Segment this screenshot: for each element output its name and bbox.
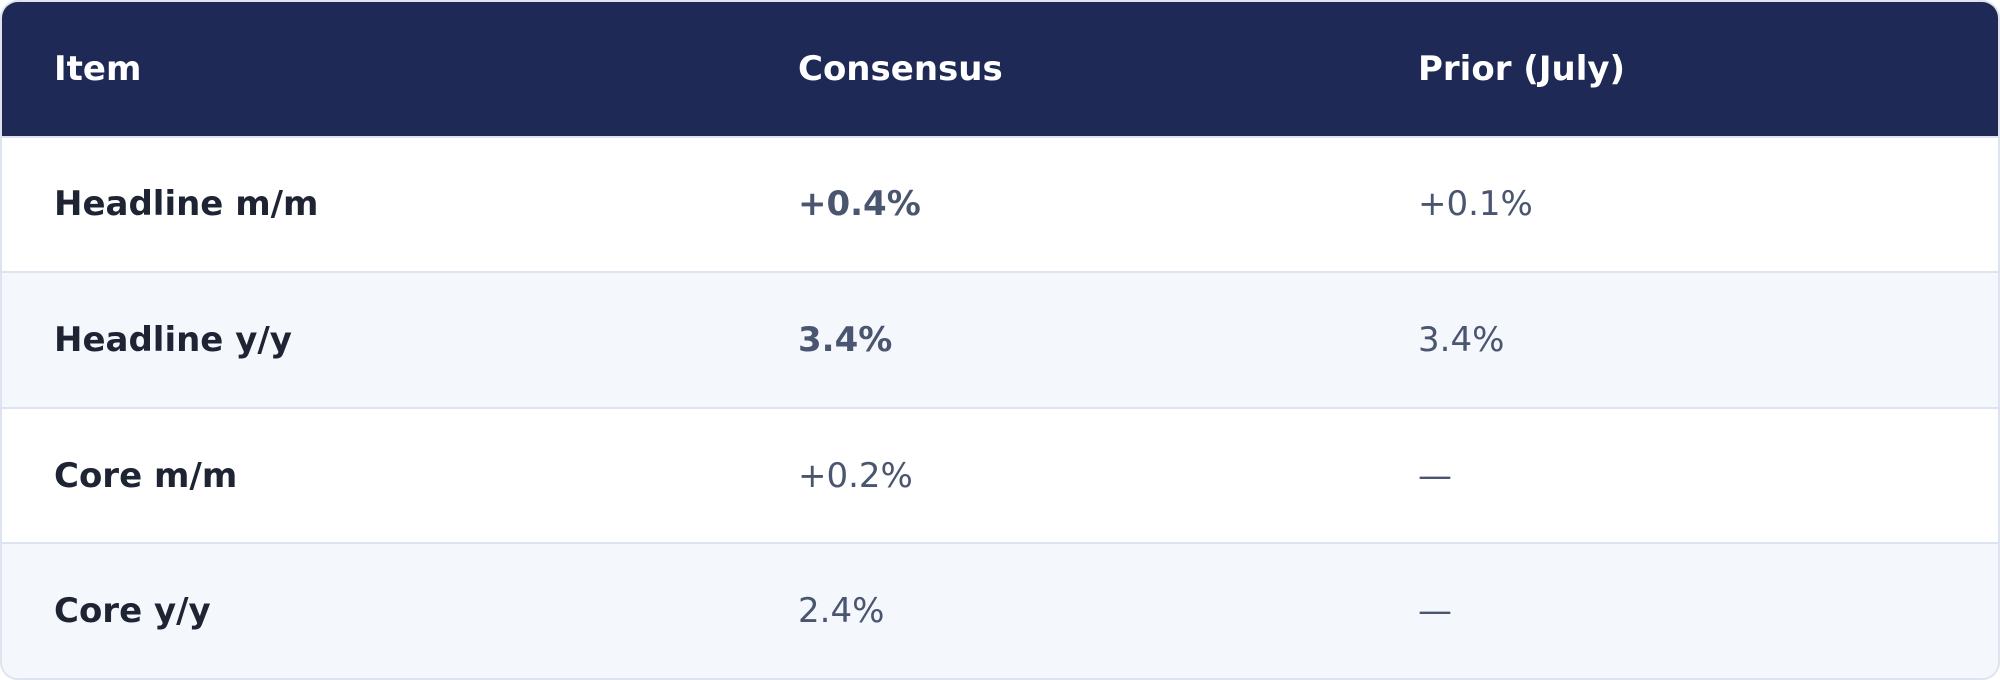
header-cell: Consensus — [798, 48, 1003, 89]
table-row: Core y/y 2.4% — — [2, 542, 1998, 678]
table-cell: — — [1418, 455, 1452, 496]
table-cell: 3.4% — [798, 319, 893, 360]
table-cell: +0.2% — [798, 455, 913, 496]
header-cell: Prior (July) — [1418, 48, 1626, 89]
row-label: Core m/m — [54, 455, 238, 496]
table-row: Core m/m +0.2% — — [2, 406, 1998, 543]
row-label: Headline m/m — [54, 184, 319, 225]
row-label: Core y/y — [54, 591, 211, 632]
table-cell: — — [1418, 591, 1452, 632]
table-cell: 2.4% — [798, 591, 885, 632]
header-cell: Item — [54, 48, 142, 89]
table-row: Headline y/y 3.4% 3.4% — [2, 271, 1998, 407]
table-cell: +0.4% — [798, 184, 921, 225]
table-cell: 3.4% — [1418, 319, 1505, 360]
header-row: Item Consensus Prior (July) — [2, 2, 1998, 136]
table-cell: +0.1% — [1418, 184, 1533, 225]
table-row: Headline m/m +0.4% +0.1% — [2, 135, 1998, 272]
row-label: Headline y/y — [54, 319, 292, 360]
